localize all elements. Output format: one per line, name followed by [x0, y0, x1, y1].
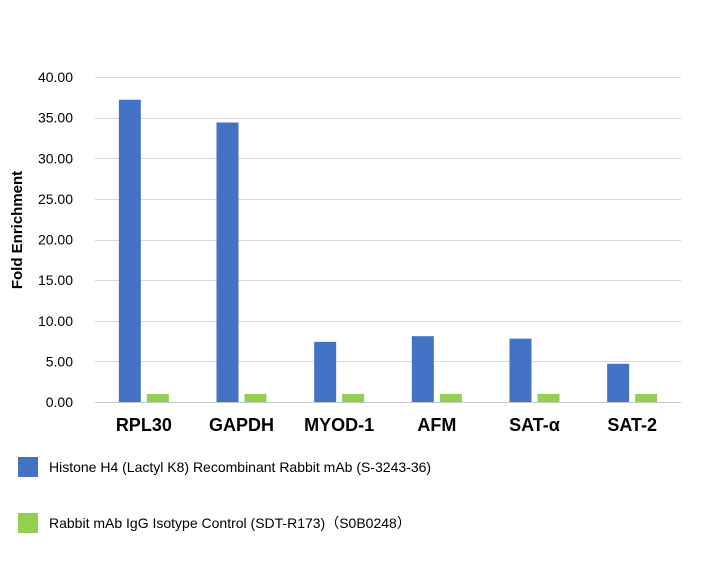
- y-axis-label: Fold Enrichment: [9, 171, 26, 289]
- bar-igg-control: [635, 393, 658, 402]
- bar-h4-lactyl-k8: [118, 99, 141, 402]
- legend-item-series-1: Histone H4 (Lactyl K8) Recombinant Rabbi…: [18, 457, 431, 477]
- x-tick-label: MYOD-1: [304, 415, 374, 435]
- x-tick-label: AFM: [417, 415, 456, 435]
- y-tick-label: 30.00: [38, 150, 73, 166]
- y-tick-label: 10.00: [38, 313, 73, 329]
- legend-item-series-2: Rabbit mAb IgG Isotype Control (SDT-R173…: [18, 513, 411, 533]
- bar-h4-lactyl-k8: [411, 336, 434, 402]
- y-tick-label: 0.00: [46, 394, 73, 410]
- bar-igg-control: [146, 393, 169, 402]
- bar-igg-control: [244, 393, 267, 402]
- x-tick-label: GAPDH: [209, 415, 274, 435]
- legend-swatch-green: [18, 513, 38, 533]
- bar-igg-control: [342, 393, 365, 402]
- bar-h4-lactyl-k8: [509, 338, 532, 402]
- x-axis-tick-labels: RPL30 GAPDH MYOD-1 AFM SAT-α SAT-2: [116, 415, 657, 435]
- bars: [118, 99, 658, 402]
- bar-h4-lactyl-k8: [607, 363, 630, 402]
- x-tick-label: SAT-2: [607, 415, 657, 435]
- y-tick-label: 35.00: [38, 110, 73, 126]
- bar-h4-lactyl-k8: [314, 341, 337, 402]
- bar-h4-lactyl-k8: [216, 122, 239, 402]
- x-tick-label: SAT-α: [509, 415, 560, 435]
- bar-chart: 0.00 5.00 10.00 15.00 20.00 25.00 30.00 35.00 40…: [9, 69, 681, 435]
- y-tick-label: 25.00: [38, 191, 73, 207]
- y-tick-label: 20.00: [38, 232, 73, 248]
- bar-igg-control: [537, 393, 560, 402]
- y-tick-label: 40.00: [38, 69, 73, 85]
- y-tick-label: 15.00: [38, 272, 73, 288]
- legend-label: Rabbit mAb IgG Isotype Control (SDT-R173…: [49, 515, 411, 531]
- legend-label: Histone H4 (Lactyl K8) Recombinant Rabbi…: [49, 459, 432, 475]
- gridlines: [95, 77, 681, 403]
- x-tick-label: RPL30: [116, 415, 172, 435]
- bar-igg-control: [439, 393, 462, 402]
- y-axis-tick-labels: 0.00 5.00 10.00 15.00 20.00 25.00 30.00 35.00 40…: [38, 69, 73, 410]
- y-tick-label: 5.00: [46, 353, 73, 369]
- legend-swatch-blue: [18, 457, 38, 477]
